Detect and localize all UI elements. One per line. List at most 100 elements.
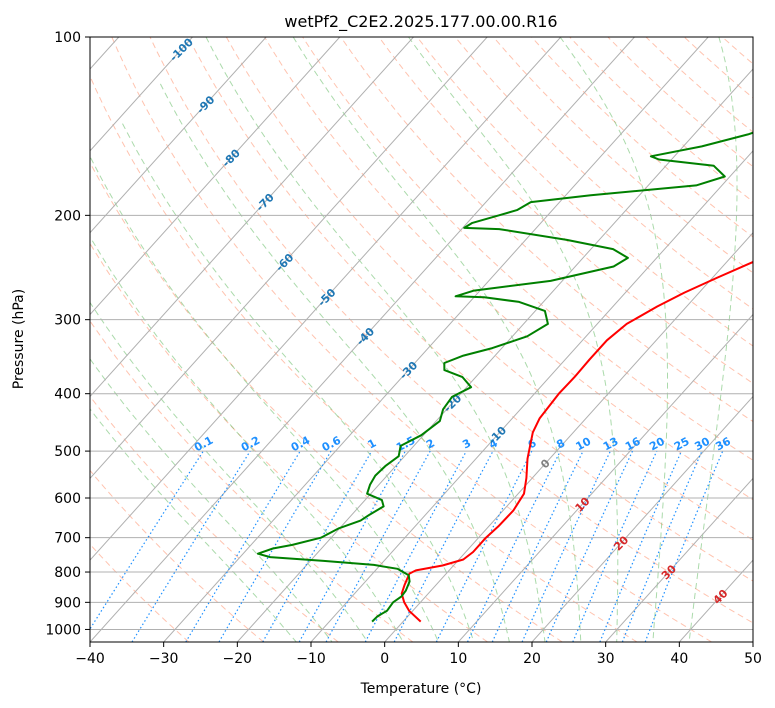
- temperature-profile: [400, 260, 753, 623]
- dry-adiabat: [683, 37, 753, 99]
- dry-adiabat: [225, 37, 753, 541]
- y-axis-label: Pressure (hPa): [11, 289, 27, 389]
- mixing-ratio-line: [644, 450, 724, 642]
- x-tick-label: −20: [223, 651, 253, 667]
- mixing-ratio-line: [131, 450, 251, 642]
- x-axis: −40 −30 −20 −10 0 10 20 30 40 50: [75, 642, 762, 667]
- dry-adiabat: [149, 37, 753, 624]
- dry-adiabat: [607, 37, 753, 168]
- moist-adiabat: [559, 37, 668, 642]
- dry-adiabat: [90, 242, 488, 642]
- mixing-ratio-line: [90, 450, 204, 631]
- dry-adiabat: [378, 37, 753, 385]
- mixing-ratio-line: [545, 450, 634, 642]
- mixing-ratio-line: [435, 450, 533, 642]
- isotherm-line: [90, 37, 562, 561]
- isotherm-line: [310, 150, 753, 642]
- moist-adiabat: [90, 408, 297, 642]
- dry-adiabat: [531, 37, 753, 238]
- mixing-ratio-line: [572, 450, 658, 642]
- y-tick-label: 700: [54, 531, 81, 547]
- moist-adiabat: [90, 157, 439, 642]
- moist-adiabat: [90, 235, 404, 642]
- x-tick-label: 50: [744, 651, 762, 667]
- mixing-ratio-label: 36: [713, 435, 733, 454]
- plot-area: 0.1 0.2 0.4 0.6 1 1.5 2 3 4 6 8 10 13 16 20 25 30 36-100-…: [90, 35, 775, 642]
- mixing-ratio-label: 10: [574, 435, 594, 454]
- isotherm-line: [90, 37, 267, 234]
- dry-adiabat: [340, 37, 753, 423]
- y-axis: 100 200 300 400 500 600 700 800 900 1000: [45, 30, 90, 638]
- dry-adiabat: [90, 161, 563, 642]
- dry-adiabat: [90, 320, 414, 642]
- dry-adiabat: [90, 543, 190, 642]
- y-tick-label: 900: [54, 595, 81, 611]
- mixing-ratio-line: [298, 450, 406, 642]
- moist-adiabat: [90, 301, 369, 642]
- moist-adiabat: [205, 37, 546, 642]
- mixing-ratio-label: 1: [366, 436, 379, 451]
- isotherm-line: [90, 37, 414, 398]
- x-axis-label: Temperature (°C): [360, 681, 482, 697]
- isotherm-line: [605, 477, 753, 642]
- mixing-ratio-label: 20: [647, 435, 667, 454]
- x-tick-label: 0: [380, 651, 389, 667]
- dry-adiabat: [90, 395, 339, 642]
- y-tick-label: 200: [54, 208, 81, 224]
- isotherm-line: [457, 313, 753, 642]
- mixing-ratio-line: [621, 450, 703, 642]
- isotherm-line: [90, 37, 488, 480]
- y-tick-label: 1000: [45, 622, 81, 638]
- dry-adiabat: [90, 469, 264, 642]
- mixing-ratio-line: [364, 450, 467, 642]
- mixing-ratio-line: [491, 450, 584, 642]
- x-tick-label: −30: [149, 651, 179, 667]
- mixing-ratio-label: 16: [623, 435, 643, 454]
- mixing-ratio-label: 13: [601, 435, 621, 454]
- mixing-ratio-label: 3: [460, 436, 473, 451]
- isotherm-line: [90, 37, 341, 316]
- y-tick-label: 100: [54, 30, 81, 46]
- isotherm-line: [752, 641, 753, 642]
- chart-title: wetPf2_C2E2.2025.177.00.00.R16: [284, 12, 557, 32]
- dry-adiabat: [416, 37, 753, 347]
- moist-adiabat: [159, 83, 510, 642]
- isotherm-line: [163, 37, 709, 642]
- isotherm-line: [236, 68, 753, 642]
- moist-adiabat: [688, 37, 738, 642]
- x-tick-label: −40: [75, 651, 105, 667]
- isotherm-line: [384, 232, 753, 642]
- x-tick-label: 10: [449, 651, 467, 667]
- y-tick-label: 300: [54, 313, 81, 329]
- isotherm-line: [90, 37, 193, 152]
- mixing-ratio-line: [325, 450, 431, 642]
- dry-adiabat: [761, 37, 775, 642]
- moist-adiabat: [122, 123, 475, 642]
- x-tick-label: 30: [597, 651, 615, 667]
- mixing-ratio-label: 25: [672, 435, 692, 454]
- mixing-ratio-line: [599, 450, 682, 642]
- x-tick-label: −10: [296, 651, 326, 667]
- moist-adiabat: [292, 37, 582, 642]
- dewpoint-profile: [256, 131, 753, 623]
- y-tick-label: 600: [54, 491, 81, 507]
- y-tick-label: 800: [54, 565, 81, 581]
- x-tick-label: 20: [523, 651, 541, 667]
- mixing-ratio-label: 30: [692, 435, 712, 454]
- plot-frame: [89, 36, 754, 643]
- dry-adiabat: [493, 37, 753, 274]
- isotherm-line: [531, 395, 753, 642]
- dry-adiabat: [302, 37, 753, 461]
- x-tick-label: 40: [670, 651, 688, 667]
- mixing-ratio-label: 2: [424, 436, 437, 451]
- y-tick-label: 500: [54, 444, 81, 460]
- isotherm-line: [90, 37, 635, 642]
- isotherm-label: -100: [167, 35, 196, 64]
- y-tick-label: 400: [54, 387, 81, 403]
- dry-adiabat: [90, 75, 638, 642]
- dry-adiabat: [645, 37, 753, 133]
- dry-adiabat: [111, 37, 712, 642]
- moist-adiabat: [90, 358, 333, 642]
